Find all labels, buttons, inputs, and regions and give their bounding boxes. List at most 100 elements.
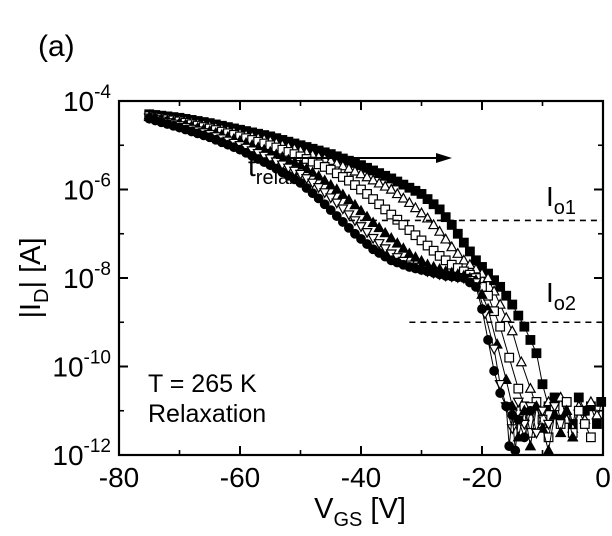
data-point xyxy=(515,355,528,367)
data-point xyxy=(361,210,373,222)
data-point xyxy=(313,193,324,204)
panel-label: (a) xyxy=(38,30,75,63)
data-point xyxy=(585,432,596,443)
y-tick-label: 10-4 xyxy=(63,82,111,117)
y-tick-label: 10-10 xyxy=(52,348,111,383)
t-relax-arrowhead xyxy=(436,153,452,163)
data-point xyxy=(524,439,537,451)
x-tick-label: -40 xyxy=(341,462,381,493)
data-point xyxy=(362,239,372,249)
data-point xyxy=(422,194,433,204)
data-point xyxy=(356,234,366,244)
data-point xyxy=(367,174,379,185)
data-point xyxy=(380,204,391,215)
data-point xyxy=(361,170,373,182)
temperature-label: T = 265 K xyxy=(148,370,257,398)
data-point xyxy=(434,204,445,215)
data-point xyxy=(542,419,555,431)
data-point xyxy=(355,204,367,216)
data-point xyxy=(465,246,475,257)
data-point xyxy=(560,404,573,416)
data-point xyxy=(307,188,318,199)
data-point xyxy=(542,444,555,455)
data-point xyxy=(446,240,458,252)
data-point xyxy=(592,419,602,429)
data-point xyxy=(422,240,433,251)
data-point xyxy=(428,199,439,210)
y-tick-label: 10-6 xyxy=(63,171,111,206)
data-point xyxy=(530,428,543,440)
data-point xyxy=(494,298,506,309)
data-point xyxy=(525,335,536,345)
data-point xyxy=(495,321,506,332)
data-point xyxy=(416,235,427,246)
io2-label: Io2 xyxy=(546,277,576,315)
data-point xyxy=(295,177,306,188)
data-point xyxy=(379,244,391,255)
data-point xyxy=(501,290,512,301)
y-axis: 10-4 10-6 10-8 10-10 10-12 xyxy=(52,82,603,471)
data-point xyxy=(373,239,385,250)
data-point xyxy=(567,431,579,442)
data-point xyxy=(554,426,567,438)
data-point xyxy=(325,193,337,204)
data-point xyxy=(362,189,372,199)
data-point xyxy=(452,228,463,239)
data-point xyxy=(439,233,452,244)
data-point xyxy=(415,254,428,266)
data-point xyxy=(301,183,312,193)
x-tick-label: 0 xyxy=(595,462,611,493)
data-point xyxy=(427,218,440,230)
data-point xyxy=(409,201,422,213)
data-point xyxy=(343,210,355,221)
data-point xyxy=(318,188,331,199)
data-point xyxy=(525,405,536,416)
data-point xyxy=(488,344,500,355)
data-point xyxy=(385,231,397,243)
t-relax-annotation: trelax xyxy=(248,151,452,189)
data-point xyxy=(349,165,361,176)
data-point xyxy=(458,254,470,265)
data-point xyxy=(312,170,325,181)
data-point xyxy=(306,166,319,177)
data-point xyxy=(548,402,561,413)
data-point xyxy=(385,183,397,194)
data-point xyxy=(379,226,391,238)
data-point xyxy=(337,159,349,171)
data-point xyxy=(415,206,428,218)
data-point xyxy=(391,187,404,199)
data-point xyxy=(495,388,506,398)
data-point xyxy=(374,199,385,210)
data-point xyxy=(325,178,337,190)
y-axis-label: |ID| [A] xyxy=(15,237,53,318)
data-point xyxy=(343,193,355,205)
x-axis: -80 -60 -40 -20 0 xyxy=(99,101,611,493)
data-point xyxy=(398,220,409,230)
data-point xyxy=(367,233,379,245)
data-point xyxy=(337,217,348,227)
data-point xyxy=(416,189,427,199)
data-point xyxy=(319,199,330,210)
data-point xyxy=(428,245,439,256)
data-point xyxy=(355,222,367,233)
data-point xyxy=(471,281,481,292)
data-point xyxy=(591,408,603,420)
series-6 xyxy=(144,113,536,456)
data-point xyxy=(506,324,518,336)
data-point xyxy=(367,216,379,227)
data-point xyxy=(519,432,530,443)
data-point xyxy=(331,211,342,221)
data-point xyxy=(386,209,397,220)
data-point xyxy=(513,310,524,321)
data-point xyxy=(531,348,542,359)
data-point xyxy=(355,167,367,179)
data-point xyxy=(573,405,584,416)
data-point xyxy=(477,304,487,314)
data-point xyxy=(482,271,494,283)
data-point xyxy=(440,212,451,223)
plot-area xyxy=(143,108,607,456)
data-point xyxy=(507,299,518,310)
data-point xyxy=(403,196,416,208)
data-point xyxy=(504,352,515,363)
io1-label: Io1 xyxy=(546,181,576,219)
